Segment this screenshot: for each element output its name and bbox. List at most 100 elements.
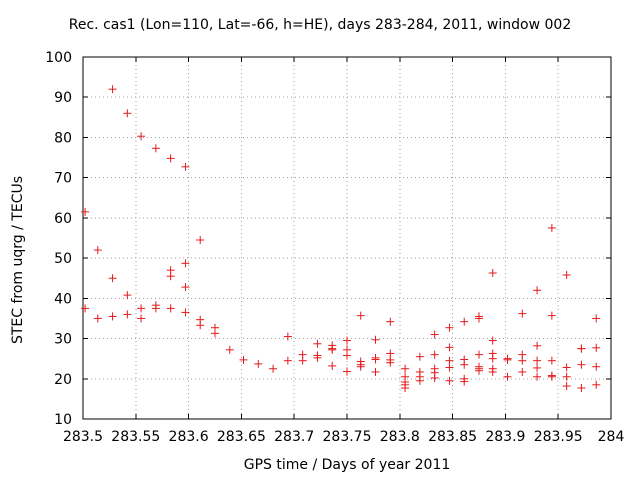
data-point bbox=[386, 358, 395, 367]
data-point bbox=[108, 85, 117, 94]
data-point bbox=[211, 329, 219, 338]
data-point bbox=[518, 356, 527, 365]
x-tick-label: 283.75 bbox=[323, 429, 372, 445]
data-point bbox=[533, 286, 542, 295]
data-point bbox=[562, 382, 571, 391]
axes bbox=[82, 56, 612, 420]
x-tick-label: 284 bbox=[598, 429, 625, 445]
y-tick-label: 30 bbox=[54, 332, 72, 348]
data-point bbox=[533, 341, 542, 350]
tick-labels: 283.5 283.55 283.6 283.65 283.7 283.75 283.8 28… bbox=[45, 50, 624, 445]
data-point bbox=[445, 343, 454, 352]
x-tick-label: 283.7 bbox=[274, 429, 314, 445]
plot-border bbox=[82, 56, 612, 420]
data-point bbox=[328, 345, 337, 354]
data-point bbox=[577, 344, 586, 353]
data-point bbox=[196, 321, 205, 330]
data-point bbox=[475, 314, 483, 323]
data-point bbox=[371, 335, 380, 344]
data-point bbox=[503, 372, 512, 381]
data-point bbox=[283, 332, 292, 341]
data-point bbox=[181, 308, 190, 317]
data-point bbox=[445, 363, 454, 372]
y-tick-label: 60 bbox=[54, 211, 72, 227]
data-point bbox=[592, 314, 601, 323]
data-point bbox=[239, 355, 248, 364]
data-point bbox=[298, 356, 307, 365]
data-point bbox=[518, 367, 527, 376]
data-point bbox=[166, 154, 175, 163]
data-point bbox=[592, 343, 601, 352]
data-point bbox=[313, 339, 322, 348]
data-point bbox=[592, 362, 601, 371]
data-point bbox=[547, 356, 556, 365]
data-point bbox=[488, 367, 497, 376]
data-point bbox=[137, 314, 146, 323]
data-point bbox=[196, 236, 205, 245]
data-points bbox=[81, 85, 601, 393]
data-point bbox=[269, 364, 278, 373]
data-point bbox=[577, 360, 586, 369]
data-point bbox=[577, 384, 586, 393]
x-tick-label: 283.5 bbox=[63, 429, 103, 445]
data-point bbox=[254, 359, 263, 368]
data-point bbox=[81, 207, 90, 216]
data-point bbox=[328, 361, 337, 370]
data-point bbox=[445, 376, 454, 385]
data-point bbox=[123, 291, 132, 300]
data-point bbox=[401, 384, 410, 393]
chart-title: Rec. cas1 (Lon=110, Lat=-66, h=HE), days… bbox=[68, 17, 572, 33]
y-tick-label: 40 bbox=[54, 291, 72, 307]
y-tick-label: 90 bbox=[54, 90, 72, 106]
data-point bbox=[108, 274, 117, 283]
y-tick-label: 100 bbox=[45, 50, 72, 66]
data-point bbox=[356, 362, 365, 371]
data-point bbox=[181, 259, 190, 268]
data-point bbox=[415, 376, 424, 385]
y-tick-label: 10 bbox=[54, 412, 72, 428]
data-point bbox=[356, 311, 365, 320]
data-point bbox=[503, 355, 512, 364]
x-tick-label: 283.55 bbox=[111, 429, 160, 445]
data-point bbox=[547, 372, 556, 381]
data-point bbox=[533, 363, 542, 372]
data-point bbox=[151, 144, 160, 153]
data-point bbox=[488, 268, 497, 277]
data-point bbox=[283, 356, 292, 365]
data-point bbox=[343, 336, 351, 345]
data-point bbox=[592, 380, 601, 389]
data-point bbox=[371, 355, 380, 364]
data-point bbox=[518, 309, 527, 318]
x-tick-label: 283.85 bbox=[428, 429, 477, 445]
x-axis-label: GPS time / Days of year 2011 bbox=[243, 457, 451, 473]
x-tick-label: 283.9 bbox=[485, 429, 525, 445]
x-tick-label: 283.95 bbox=[534, 429, 583, 445]
data-point bbox=[460, 360, 469, 369]
data-point bbox=[430, 330, 439, 339]
data-point bbox=[445, 356, 454, 365]
data-point bbox=[343, 367, 351, 376]
data-point bbox=[533, 372, 542, 381]
data-point bbox=[137, 304, 146, 313]
data-point bbox=[475, 366, 483, 375]
data-point bbox=[93, 314, 102, 323]
x-tick-label: 283.8 bbox=[380, 429, 420, 445]
data-point bbox=[562, 372, 571, 381]
data-point bbox=[445, 323, 454, 332]
data-point bbox=[533, 356, 542, 365]
data-point bbox=[562, 271, 571, 280]
data-point bbox=[371, 367, 380, 376]
data-point bbox=[181, 162, 190, 171]
data-point bbox=[123, 310, 132, 319]
data-point bbox=[562, 363, 571, 372]
y-tick-label: 50 bbox=[54, 251, 72, 267]
x-tick-label: 283.6 bbox=[169, 429, 209, 445]
x-tick-label: 283.65 bbox=[217, 429, 266, 445]
y-tick-label: 80 bbox=[54, 130, 72, 146]
data-point bbox=[108, 312, 117, 321]
data-point bbox=[460, 317, 469, 326]
data-point bbox=[547, 311, 556, 320]
data-point bbox=[430, 350, 439, 359]
data-point bbox=[488, 336, 497, 345]
